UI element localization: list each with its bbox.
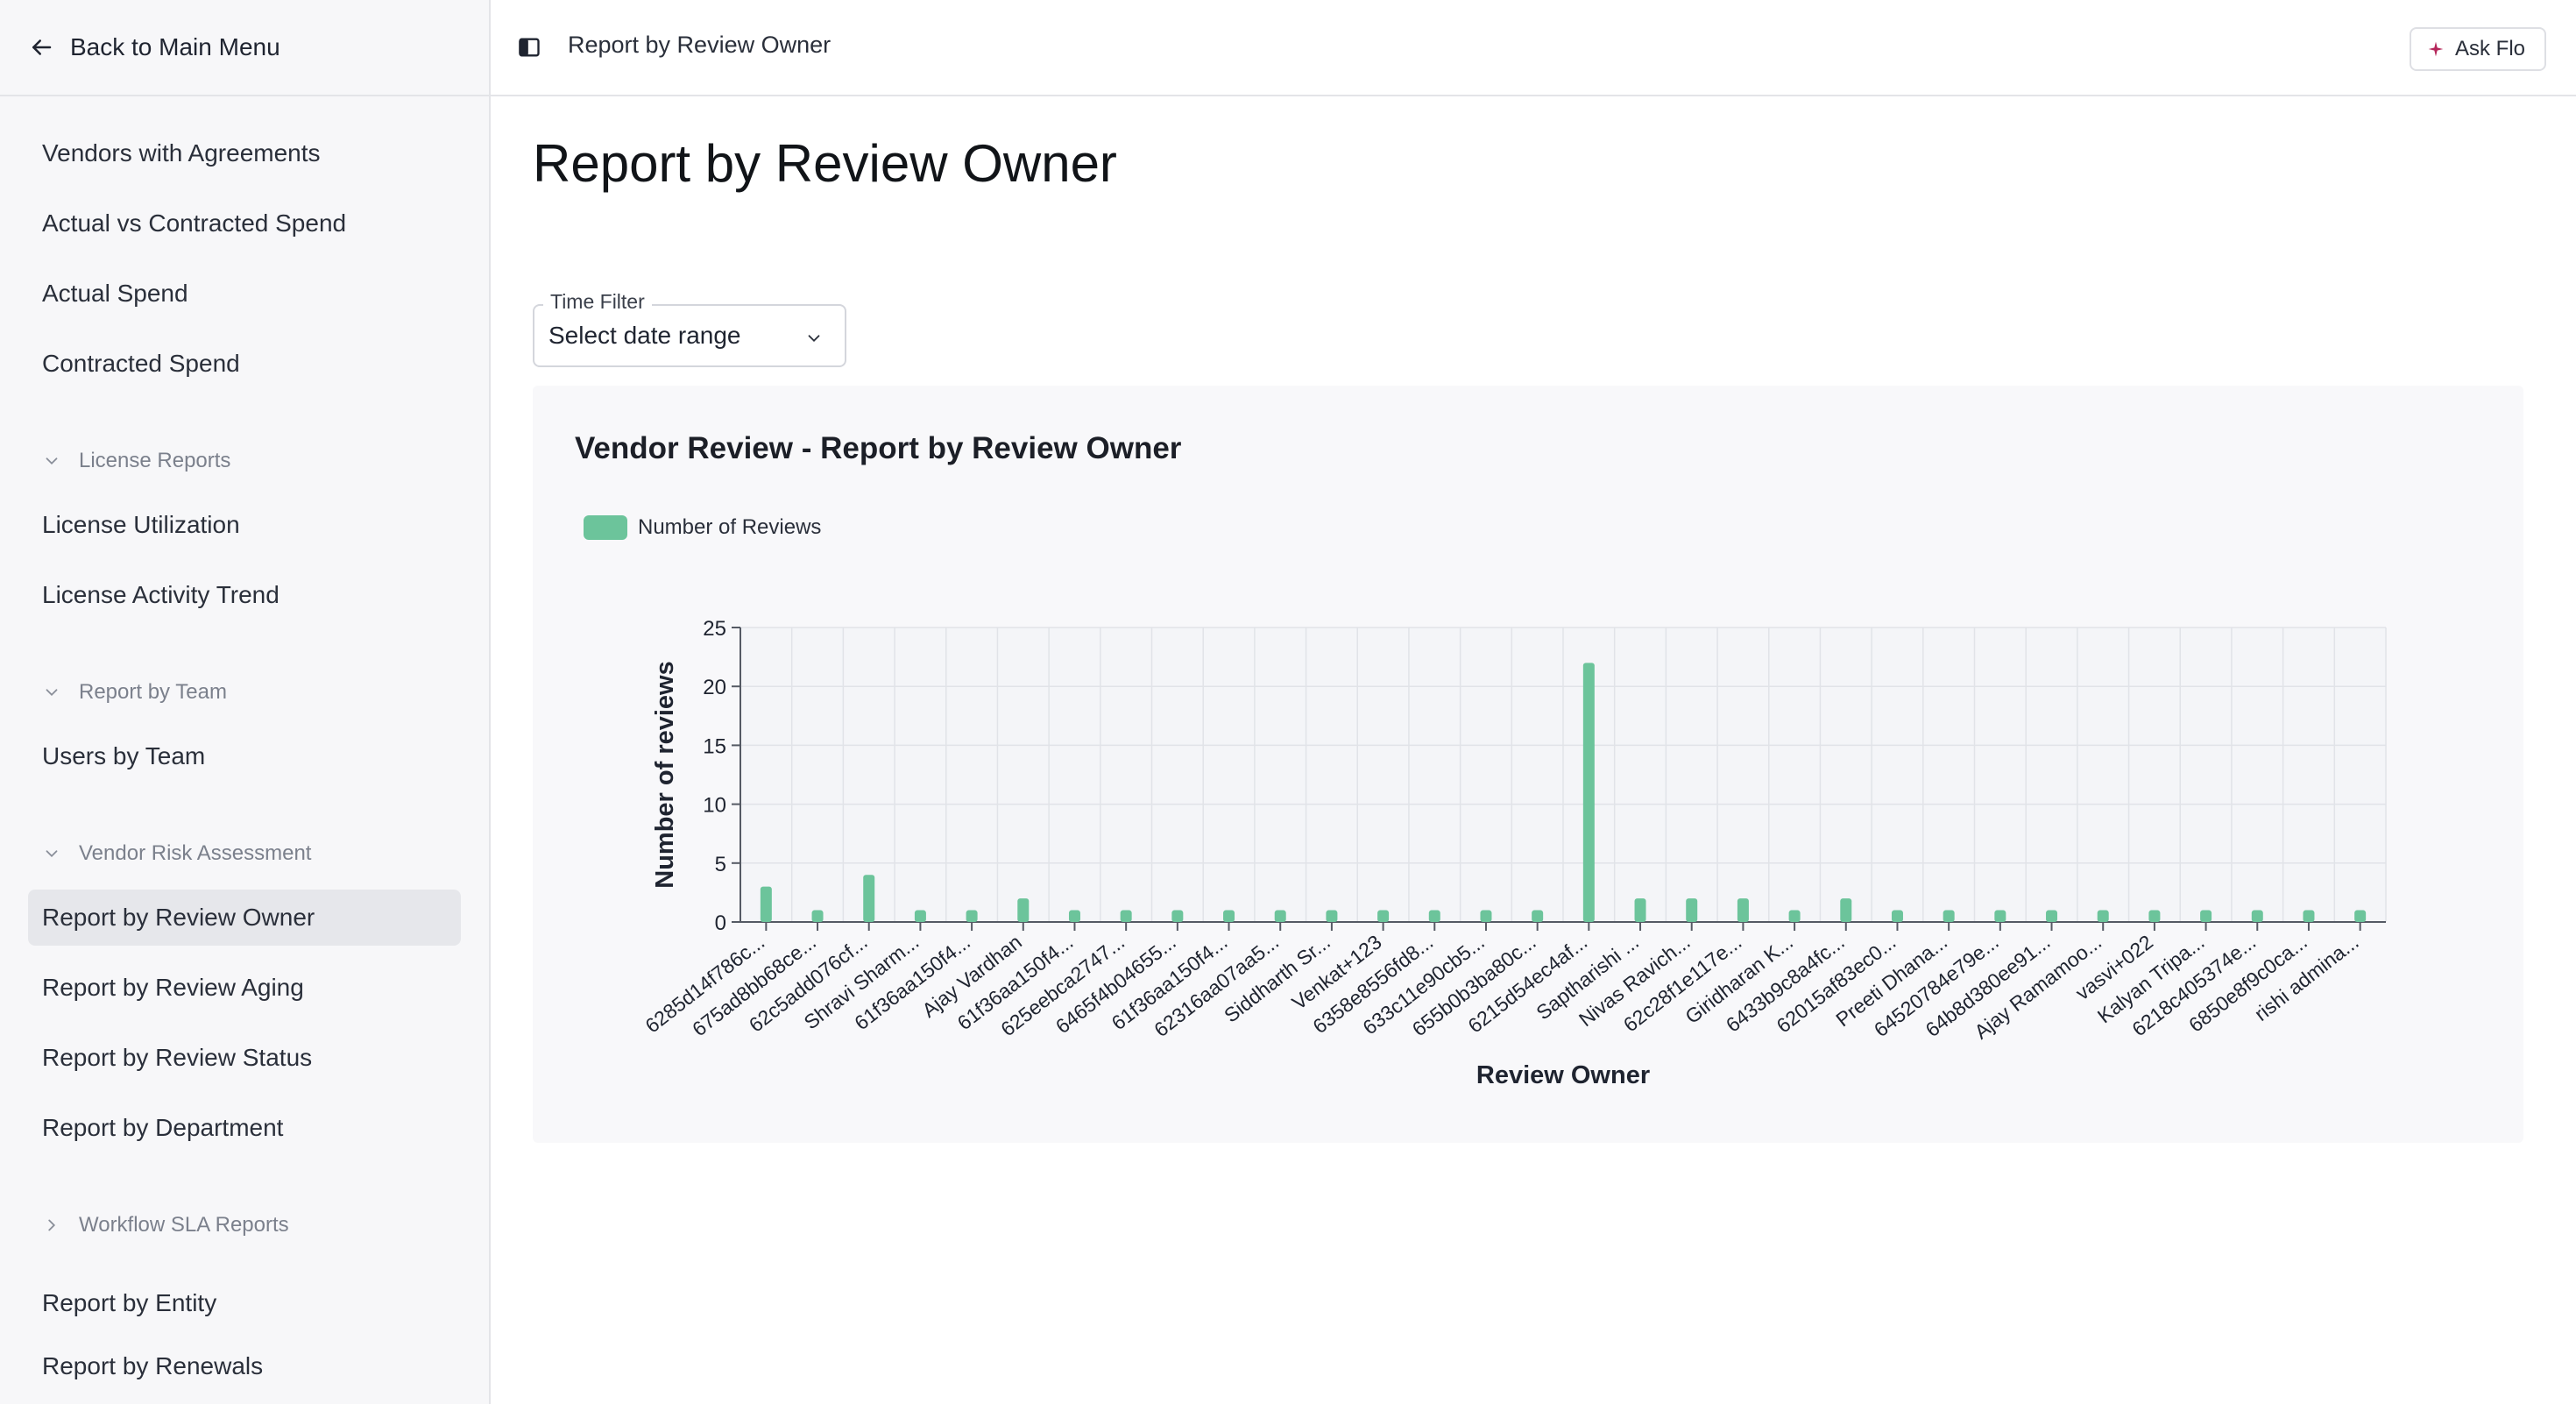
bar: [1326, 910, 1338, 922]
sidebar-item-users-by-team[interactable]: Users by Team: [28, 728, 461, 784]
sidebar-item-actual-vs-contracted-spend[interactable]: Actual vs Contracted Spend: [28, 195, 461, 252]
ask-flo-button[interactable]: Ask Flo: [2409, 27, 2546, 71]
bar: [1994, 910, 2006, 922]
sidebar: Back to Main Menu Vendors with Agreement…: [0, 0, 491, 1404]
breadcrumb: Report by Review Owner: [568, 32, 832, 58]
bar: [1532, 910, 1544, 922]
bar: [2251, 910, 2263, 922]
section-license-reports[interactable]: License Reports: [42, 443, 230, 479]
bar: [1120, 910, 1132, 922]
chevron-down-icon: [46, 689, 58, 697]
time-filter-select[interactable]: Time Filter Select date range: [533, 290, 846, 367]
section-label: Workflow SLA Reports: [79, 1213, 289, 1237]
bar: [1686, 898, 1698, 922]
chevron-down-icon: [808, 335, 820, 343]
section-workflow-sla-reports[interactable]: Workflow SLA Reports: [42, 1208, 289, 1243]
time-filter-label: Time Filter: [543, 290, 652, 314]
section-label: Report by Team: [79, 680, 227, 704]
bar: [1428, 910, 1440, 922]
bar: [1017, 898, 1030, 922]
sidebar-item-label: Vendors with Agreements: [42, 139, 321, 167]
bar: [1788, 910, 1801, 922]
chevron-down-icon: [46, 850, 58, 858]
bar: [966, 910, 978, 922]
sidebar-item-report-by-department[interactable]: Report by Department: [28, 1100, 461, 1156]
sidebar-item-label: Report by Review Owner: [42, 904, 315, 931]
bar-chart: 05101520256285d14f786c...675ad8bb68ce...…: [640, 617, 2387, 1089]
bar: [2046, 910, 2058, 922]
page-title: Report by Review Owner: [533, 134, 1117, 193]
sidebar-item-actual-spend[interactable]: Actual Spend: [28, 266, 461, 322]
sidebar-item-report-by-review-owner[interactable]: Report by Review Owner: [28, 890, 461, 946]
y-tick-label: 15: [703, 734, 726, 758]
back-label: Back to Main Menu: [70, 33, 280, 60]
time-filter-value: Select date range: [548, 322, 741, 349]
arrow-left-icon: [32, 39, 52, 55]
sidebar-item-vendors-with-agreements[interactable]: Vendors with Agreements: [28, 125, 461, 181]
chevron-right-icon: [48, 1219, 56, 1231]
y-axis-title: Number of reviews: [651, 661, 679, 888]
section-vendor-risk-assessment[interactable]: Vendor Risk Assessment: [42, 836, 311, 871]
bar: [1737, 898, 1749, 922]
section-report-by-team[interactable]: Report by Team: [42, 675, 227, 710]
chevron-down-icon: [46, 457, 58, 465]
section-label: License Reports: [79, 449, 231, 472]
sidebar-item-label: Actual vs Contracted Spend: [42, 209, 347, 237]
chart-card: Vendor Review - Report by Review Owner N…: [533, 386, 2523, 1143]
sidebar-item-label: Report by Entity: [42, 1289, 217, 1316]
bar: [811, 910, 824, 922]
x-axis-title: Review Owner: [1476, 1061, 1650, 1089]
legend-label: Number of Reviews: [638, 515, 822, 539]
sidebar-item-report-by-review-status[interactable]: Report by Review Status: [28, 1030, 461, 1086]
ask-flo-label: Ask Flo: [2454, 37, 2525, 60]
sidebar-item-report-by-entity[interactable]: Report by Entity: [28, 1275, 461, 1331]
bar: [760, 886, 772, 922]
bar: [2148, 910, 2161, 922]
chart-title: Vendor Review - Report by Review Owner: [575, 431, 1182, 465]
bar: [1377, 910, 1390, 922]
bar: [2354, 910, 2367, 922]
bar: [1171, 910, 1184, 922]
sidebar-item-report-by-renewals[interactable]: Report by Renewals: [28, 1338, 461, 1394]
bar: [2200, 910, 2212, 922]
sidebar-item-label: Actual Spend: [42, 280, 188, 307]
bar: [863, 875, 875, 922]
bar: [1068, 910, 1080, 922]
sidebar-item-contracted-spend[interactable]: Contracted Spend: [28, 336, 461, 392]
sidebar-item-label: Report by Review Status: [42, 1044, 313, 1071]
y-tick-label: 20: [703, 676, 726, 699]
y-tick-label: 10: [703, 794, 726, 818]
sidebar-item-license-activity-trend[interactable]: License Activity Trend: [28, 567, 461, 623]
y-tick-label: 5: [715, 853, 726, 876]
chart-legend[interactable]: Number of Reviews: [584, 515, 821, 540]
top-bar: Report by Review Owner Ask Flo: [491, 0, 2576, 96]
sidebar-toggle-icon[interactable]: [517, 35, 541, 60]
bar: [2303, 910, 2315, 922]
bar: [1891, 910, 1903, 922]
sidebar-item-label: License Utilization: [42, 511, 240, 538]
sidebar-item-label: License Activity Trend: [42, 581, 280, 608]
sidebar-item-label: Contracted Spend: [42, 350, 240, 377]
sidebar-item-label: Report by Review Aging: [42, 974, 304, 1001]
sidebar-item-label: Report by Department: [42, 1114, 284, 1141]
sidebar-item-license-utilization[interactable]: License Utilization: [28, 497, 461, 553]
sparkle-icon: [2428, 41, 2444, 57]
bar: [1634, 898, 1646, 922]
bar: [1223, 910, 1235, 922]
sidebar-item-label: Users by Team: [42, 742, 206, 769]
y-tick-label: 25: [703, 617, 726, 641]
legend-swatch: [584, 515, 627, 540]
bar: [1274, 910, 1286, 922]
bar: [1840, 898, 1852, 922]
bar: [914, 910, 926, 922]
bar: [2097, 910, 2109, 922]
section-label: Vendor Risk Assessment: [79, 841, 312, 865]
sidebar-item-label: Report by Renewals: [42, 1352, 264, 1379]
bar: [1480, 910, 1492, 922]
bar: [1943, 910, 1955, 922]
sidebar-item-report-by-review-aging[interactable]: Report by Review Aging: [28, 960, 461, 1016]
bar: [1582, 663, 1595, 922]
back-to-main-menu-button[interactable]: Back to Main Menu: [0, 0, 489, 96]
y-tick-label: 0: [715, 911, 726, 935]
